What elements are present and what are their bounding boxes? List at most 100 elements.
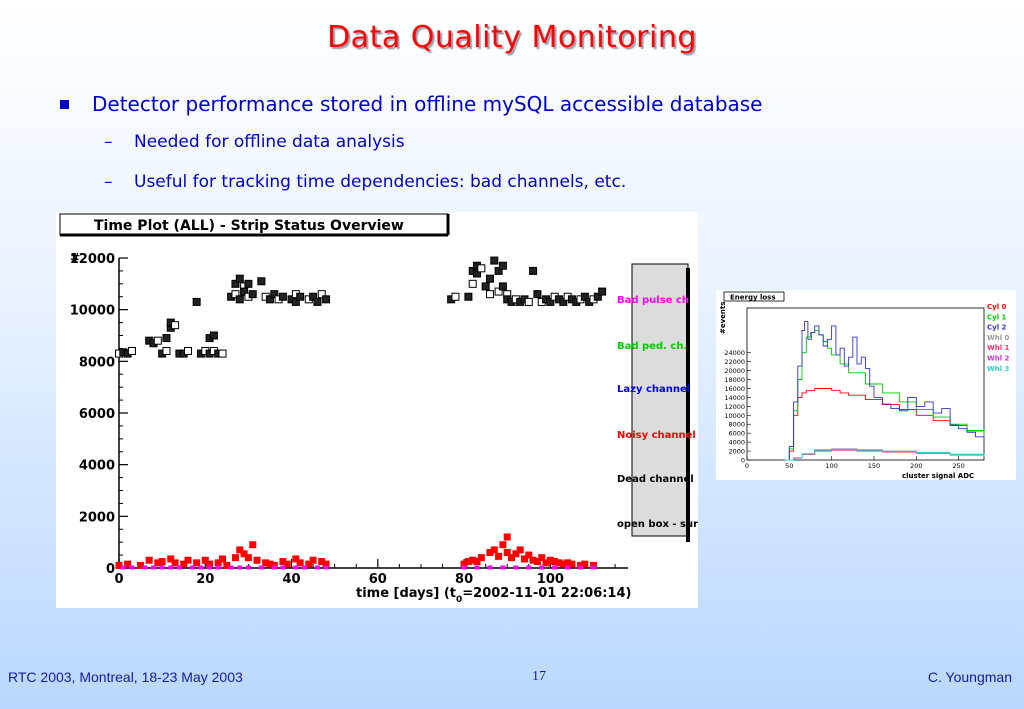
dash-icon: – — [104, 132, 113, 152]
noisy-channel-point — [538, 554, 546, 562]
open-box-point — [127, 347, 136, 355]
time-plot-title: Time Plot (ALL) - Strip Status Overview — [94, 218, 404, 234]
noisy-channel-point — [266, 560, 274, 568]
noisy-channel-point — [464, 558, 472, 566]
noisy-channel-point — [305, 560, 313, 568]
open-box-point — [162, 334, 171, 343]
open-box-point — [477, 264, 486, 273]
noisy-channel-point — [533, 558, 541, 566]
open-box-point — [309, 292, 318, 301]
x-tick-label: 50 — [785, 462, 793, 470]
bad-pulse-point — [500, 565, 506, 570]
x-axis-label-sub: 0 — [456, 595, 462, 605]
time-plot-chart: Time Plot (ALL) - Strip Status Overview … — [56, 212, 698, 608]
noisy-channel-point — [279, 558, 287, 566]
open-box-point — [473, 269, 482, 278]
bad-pulse-point — [228, 565, 234, 570]
open-box-point — [498, 261, 507, 270]
bad-pulse-point — [207, 565, 213, 570]
legend-entry: Whl 3 — [987, 365, 1010, 373]
y-tick-label: 4000 — [79, 459, 115, 474]
open-box-point — [529, 266, 538, 275]
legend-entry: Whl 1 — [987, 344, 1010, 352]
open-box-point — [485, 274, 494, 283]
series-line — [785, 320, 985, 461]
y-tick-label: 8000 — [79, 355, 115, 370]
open-box-point — [451, 292, 460, 301]
x-tick-label: 80 — [455, 572, 473, 587]
noisy-channel-point — [555, 559, 563, 567]
x-tick-label: 60 — [369, 572, 387, 587]
noisy-channel-point — [262, 559, 270, 567]
x-tick-label: 200 — [910, 462, 922, 470]
open-box-point — [291, 297, 300, 306]
noisy-channel-point — [292, 555, 300, 563]
noisy-channel-point — [154, 559, 162, 567]
noisy-channel-point — [184, 556, 192, 564]
noisy-channel-point — [516, 546, 524, 554]
open-box-point — [171, 321, 180, 330]
bad-pulse-point — [323, 565, 329, 570]
bullet-square-icon — [60, 100, 69, 109]
open-box-point — [498, 282, 507, 291]
noisy-channel-point — [180, 560, 188, 568]
open-box-point — [231, 290, 240, 299]
open-box-point — [598, 287, 607, 296]
open-box-point — [244, 279, 253, 288]
dash-icon: – — [104, 172, 113, 192]
noisy-channel-point — [559, 560, 567, 568]
open-box-point — [265, 295, 274, 304]
y-tick-label: 12000 — [724, 403, 745, 411]
noisy-channel-point — [249, 541, 257, 549]
bad-pulse-point — [301, 565, 307, 570]
footer-conference: RTC 2003, Montreal, 18-23 May 2003 — [8, 669, 243, 685]
open-box-point — [153, 336, 162, 345]
y-tick-label: 0 — [741, 457, 745, 465]
noisy-channel-point — [206, 560, 214, 568]
legend-entry: open box - sur — [617, 519, 698, 530]
open-box-point — [270, 290, 279, 299]
open-box-point — [494, 287, 503, 296]
bad-pulse-point — [552, 565, 558, 570]
bad-pulse-point — [526, 565, 532, 570]
legend-box — [631, 263, 689, 537]
noisy-channel-point — [529, 556, 537, 564]
noisy-channel-point — [253, 556, 261, 564]
y-tick-label: 6000 — [79, 407, 115, 422]
noisy-channel-point — [214, 559, 222, 567]
legend: Cyl 0 Cyl 1 Cyl 2 Whl 0 Whl 1 Whl 2 Whl 3 — [987, 303, 1010, 373]
noisy-channel-point — [171, 559, 179, 567]
legend-entry: Whl 2 — [987, 355, 1010, 363]
open-box-point — [490, 256, 499, 265]
y-tick-label: 4000 — [728, 439, 745, 447]
open-box-point — [464, 292, 473, 301]
energy-loss-chart: Energy loss 0200040006000800010000120001… — [716, 290, 1016, 480]
noisy-channel-point — [223, 561, 231, 569]
legend-entry: Noisy channel — [617, 430, 696, 441]
noisy-channel-point — [318, 558, 326, 566]
legend-entry: Lazy channel — [617, 384, 690, 395]
noisy-channel-point — [525, 551, 533, 559]
legend-entry: Cyl 0 — [987, 303, 1007, 311]
noisy-channel-point — [137, 561, 145, 569]
noisy-channel-point — [469, 556, 477, 564]
open-box-point — [481, 282, 490, 291]
noisy-channel-point — [551, 558, 559, 566]
noisy-channel-point — [495, 552, 503, 560]
y-tick-label: 6000 — [728, 430, 745, 438]
open-box-point — [559, 297, 568, 306]
noisy-channel-point — [490, 546, 498, 554]
noisy-channel-point — [309, 556, 317, 564]
slide-title: Data Quality Monitoring — [327, 20, 697, 55]
legend-entry: Cyl 1 — [987, 313, 1007, 321]
open-box-point — [240, 287, 249, 296]
open-box-point — [248, 290, 257, 299]
open-box-point — [218, 349, 227, 358]
noisy-channel-point — [270, 561, 278, 569]
open-box-point — [593, 292, 602, 301]
noisy-channel-point — [508, 554, 516, 562]
bad-pulse-point — [539, 565, 545, 570]
open-box-point — [296, 292, 305, 301]
noisy-channel-point — [473, 558, 481, 566]
noisy-channel-point — [201, 556, 209, 564]
